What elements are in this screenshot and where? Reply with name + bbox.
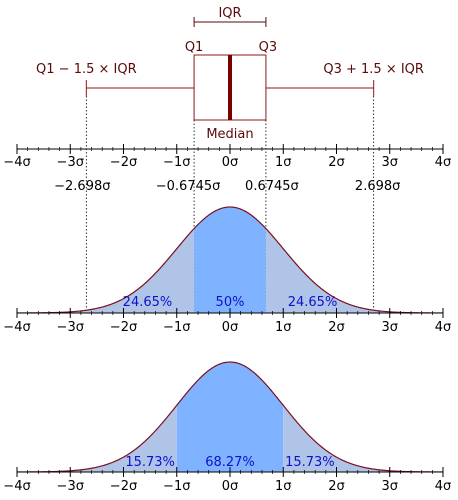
axis-tick-label: −3σ — [57, 479, 84, 494]
axis-tick-label: 1σ — [275, 320, 292, 335]
quartile-value-label: −2.698σ — [54, 179, 110, 194]
axis-tick-label: 3σ — [381, 320, 398, 335]
axis-tick-label: −3σ — [57, 320, 84, 335]
axis-tick-label: 4σ — [435, 320, 452, 335]
axis-tick-label: 2σ — [328, 479, 345, 494]
boxplot: IQR Q1 Q3 Q1 − 1.5 × IQR Q3 + 1.5 × IQR … — [36, 6, 424, 142]
percent-label: 24.65% — [123, 295, 173, 310]
normal-curve — [17, 361, 443, 473]
percent-label: 15.73% — [285, 455, 335, 470]
percent-label: 24.65% — [288, 295, 338, 310]
iqr-label: IQR — [218, 6, 241, 21]
normal-curve-iqr-panel: 24.65% 50% 24.65% — [17, 206, 443, 314]
q1-label: Q1 — [185, 40, 204, 55]
axis-tick-label: 2σ — [328, 155, 345, 170]
axis-tick-label: −2σ — [110, 155, 137, 170]
curve-region-2 — [194, 207, 266, 313]
axis-tick-label: 2σ — [328, 320, 345, 335]
curve-region-1 — [17, 228, 195, 313]
axis-tick-label: 0σ — [222, 320, 239, 335]
axis-tick-label: 0σ — [222, 479, 239, 494]
axis-tick-label: 0σ — [222, 155, 239, 170]
axis-bottom: −4σ −3σ −2σ −1σ 0σ 1σ 2σ 3σ 4σ — [3, 467, 451, 494]
axis-tick-label: 3σ — [381, 479, 398, 494]
quartile-value-label: 2.698σ — [355, 179, 400, 194]
axis-tick-label: 3σ — [381, 155, 398, 170]
quartile-value-labels: −2.698σ −0.6745σ 0.6745σ 2.698σ — [54, 179, 400, 194]
percent-label: 68.27% — [205, 455, 255, 470]
q3-label: Q3 — [259, 40, 278, 55]
median-label: Median — [206, 127, 253, 142]
lower-whisker-label: Q1 − 1.5 × IQR — [36, 62, 137, 77]
normal-curve — [17, 206, 443, 314]
percent-label: 50% — [216, 295, 245, 310]
curve-region-3 — [265, 228, 443, 313]
upper-whisker-label: Q3 + 1.5 × IQR — [323, 62, 424, 77]
axis-tick-label: −1σ — [163, 320, 190, 335]
axis-tick-label: 4σ — [435, 155, 452, 170]
axis-tick-label: −2σ — [110, 320, 137, 335]
quartile-value-label: 0.6745σ — [245, 179, 299, 194]
axis-top: −4σ −3σ −2σ −1σ 0σ 1σ 2σ 3σ 4σ — [3, 144, 451, 170]
axis-tick-label: 1σ — [275, 479, 292, 494]
axis-tick-label: 4σ — [435, 479, 452, 494]
axis-tick-label: −4σ — [3, 155, 30, 170]
axis-tick-label: −2σ — [110, 479, 137, 494]
curve-region-3 — [283, 405, 443, 472]
curve-region-2 — [176, 362, 284, 472]
curve-region-1 — [17, 405, 177, 472]
quartile-guide-lines — [85, 96, 375, 312]
normal-curve-sigma-panel: 15.73% 68.27% 15.73% — [17, 361, 443, 473]
axis-middle: −4σ −3σ −2σ −1σ 0σ 1σ 2σ 3σ 4σ — [3, 308, 451, 335]
percent-label: 15.73% — [125, 455, 175, 470]
axis-tick-label: 1σ — [275, 155, 292, 170]
axis-tick-label: −1σ — [163, 479, 190, 494]
quartile-value-label: −0.6745σ — [156, 179, 221, 194]
axis-tick-label: −4σ — [3, 479, 30, 494]
axis-tick-label: −1σ — [163, 155, 190, 170]
axis-tick-label: −4σ — [3, 320, 30, 335]
axis-tick-label: −3σ — [57, 155, 84, 170]
